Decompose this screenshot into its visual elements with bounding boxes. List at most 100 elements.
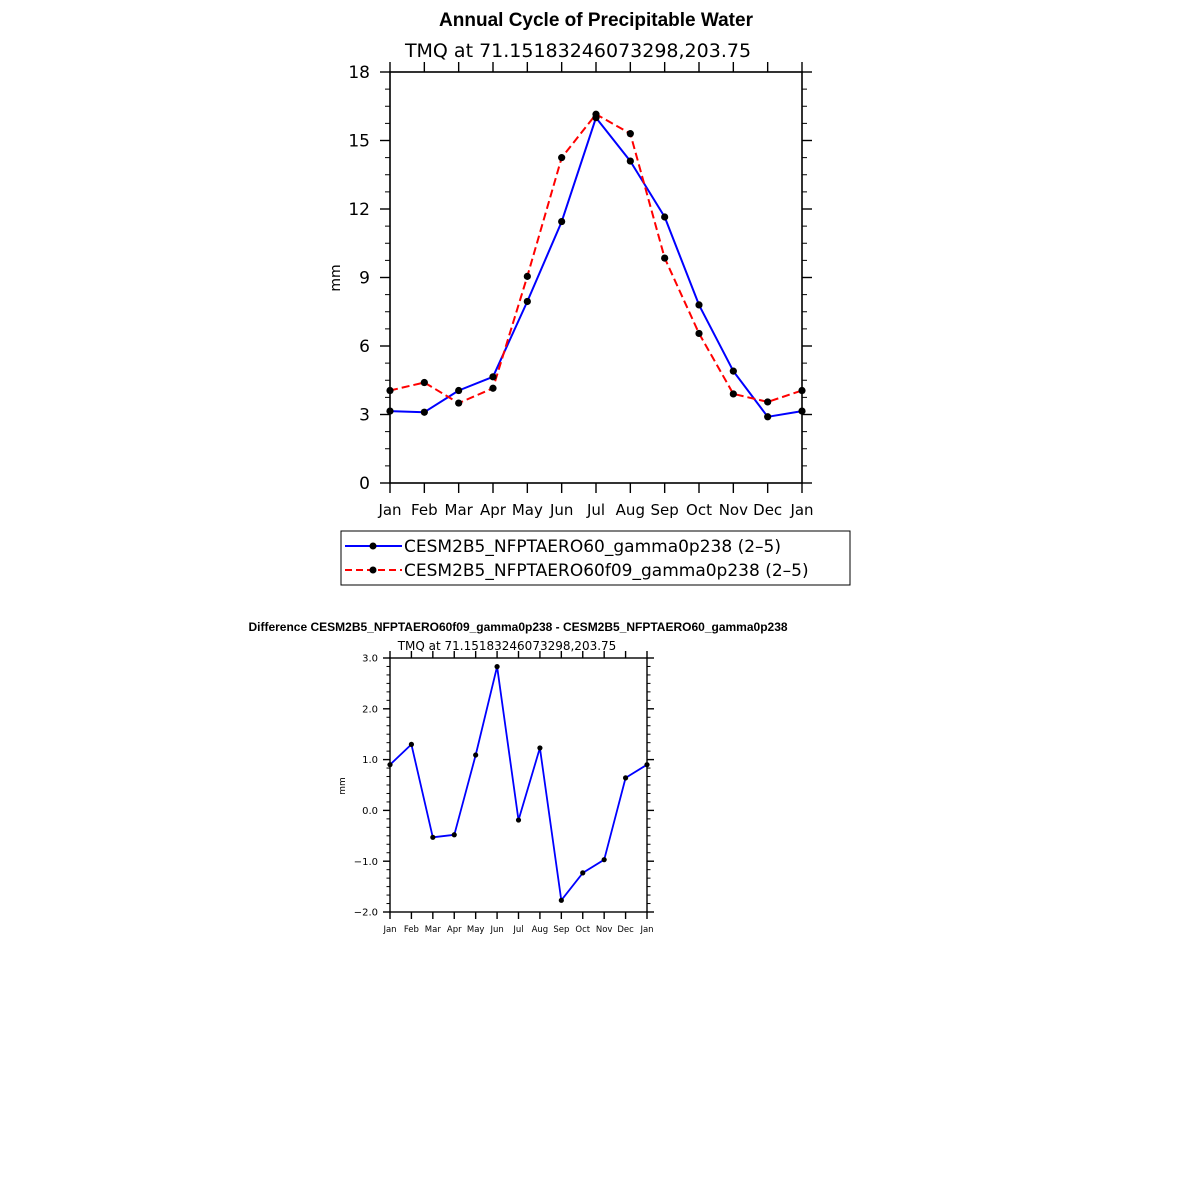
y-tick-label: 9 — [359, 269, 370, 289]
chart-title: Annual Cycle of Precipitable Water — [439, 10, 754, 31]
data-point-series-1 — [558, 217, 566, 226]
data-point-series-2 — [695, 329, 703, 338]
x-tick-label: Aug — [616, 501, 645, 519]
data-point-series-2 — [386, 386, 394, 395]
x-tick-label: Jul — [512, 925, 523, 935]
x-tick-label: Sep — [651, 501, 679, 519]
data-point-series-1 — [430, 834, 436, 840]
data-point-series-2 — [523, 272, 531, 280]
x-tick-labels: Jan Feb Mar Apr May Jun Jul Aug Sep Oct Nov Dec Jan — [377, 501, 813, 519]
x-tick-label: Aug — [532, 925, 549, 935]
x-tick-label: Nov — [596, 925, 613, 935]
data-point-series-1 — [729, 367, 737, 375]
y-tick-label: 0.0 — [362, 806, 378, 817]
y-tick-label: 12 — [348, 200, 370, 220]
legend-marker-series-2 — [369, 566, 377, 574]
x-tick-label: Mar — [445, 501, 474, 519]
x-tick-label: Feb — [411, 501, 438, 519]
legend: CESM2B5_NFPTAERO60_gamma0p238 (2–5) CESM… — [340, 530, 851, 586]
y-tick-label: 2.0 — [362, 704, 378, 715]
data-point-series-2 — [455, 399, 463, 407]
y-tick-labels: 0 3 6 9 12 15 18 — [348, 63, 370, 494]
y-axis-label: mm — [338, 777, 348, 795]
data-point-series-1 — [408, 741, 415, 747]
x-tick-label: Dec — [753, 501, 782, 519]
series-lines — [387, 664, 650, 903]
plot-frame — [389, 657, 648, 913]
data-point-series-2 — [558, 154, 566, 162]
x-tick-label: Jan — [789, 501, 813, 519]
data-point-series-1 — [626, 157, 634, 165]
x-tick-label: Apr — [447, 925, 462, 935]
data-point-series-1 — [451, 832, 457, 838]
data-point-series-1 — [455, 386, 463, 395]
data-point-series-2 — [798, 386, 806, 395]
data-point-series-2 — [764, 398, 772, 406]
series-line-1 — [389, 665, 648, 902]
data-point-series-1 — [558, 897, 564, 903]
x-tick-label: Apr — [480, 501, 507, 519]
plot-frame — [389, 71, 803, 484]
data-point-series-2 — [489, 384, 497, 392]
x-tick-label: Jun — [549, 501, 573, 519]
x-tick-label: Dec — [617, 925, 634, 935]
data-point-series-1 — [494, 664, 500, 670]
data-point-series-1 — [695, 301, 703, 309]
data-point-series-2 — [626, 130, 634, 138]
axis-ticks — [380, 62, 812, 493]
data-point-series-1 — [537, 745, 543, 751]
y-tick-label: 6 — [359, 337, 370, 357]
data-point-series-2 — [592, 110, 600, 118]
data-point-series-2 — [661, 254, 669, 262]
series-lines — [386, 110, 806, 421]
data-point-series-2 — [420, 378, 428, 387]
data-point-series-1 — [489, 373, 497, 381]
chart-subtitle: TMQ at 71.15183246073298,203.75 — [397, 639, 617, 653]
x-tick-label: Oct — [575, 925, 590, 935]
y-tick-label: −2.0 — [354, 908, 378, 919]
y-axis-label: mm — [328, 264, 344, 291]
y-tick-labels: −2.0 −1.0 0.0 1.0 2.0 3.0 — [354, 654, 378, 919]
legend-box — [340, 530, 851, 586]
x-tick-label: May — [512, 501, 543, 519]
annual-cycle-chart: Annual Cycle of Precipitable Water TMQ a… — [328, 10, 851, 586]
data-point-series-1 — [523, 297, 531, 306]
data-point-series-1 — [622, 775, 629, 781]
x-tick-label: May — [467, 925, 485, 935]
x-tick-label: Nov — [719, 501, 748, 519]
x-tick-labels: Jan Feb Mar Apr May Jun Jul Aug Sep Oct Nov Dec Jan — [382, 925, 653, 935]
x-tick-label: Jan — [382, 925, 396, 935]
x-tick-label: Oct — [686, 501, 712, 519]
legend-label-series-1: CESM2B5_NFPTAERO60_gamma0p238 (2–5) — [404, 537, 781, 557]
data-point-series-1 — [580, 870, 586, 876]
data-point-series-1 — [420, 408, 428, 416]
data-point-series-1 — [473, 752, 479, 758]
data-point-series-1 — [644, 762, 650, 768]
legend-label-series-2: CESM2B5_NFPTAERO60f09_gamma0p238 (2–5) — [404, 561, 809, 581]
y-tick-label: 15 — [348, 132, 370, 152]
chart-subtitle: TMQ at 71.15183246073298,203.75 — [404, 40, 751, 62]
y-tick-label: 1.0 — [362, 755, 378, 766]
difference-chart: Difference CESM2B5_NFPTAERO60f09_gamma0p… — [248, 620, 787, 935]
data-point-series-1 — [661, 213, 669, 221]
x-tick-label: Sep — [553, 925, 569, 935]
series-line-2 — [389, 113, 803, 405]
y-tick-label: 18 — [348, 63, 370, 83]
x-tick-label: Feb — [404, 925, 419, 935]
series-line-1 — [389, 116, 803, 418]
data-point-series-1 — [798, 407, 806, 415]
axis-ticks — [383, 651, 654, 919]
data-point-series-1 — [601, 857, 607, 863]
chart-title: Difference CESM2B5_NFPTAERO60f09_gamma0p… — [248, 620, 787, 634]
y-tick-label: −1.0 — [354, 857, 378, 868]
x-tick-label: Jul — [586, 501, 605, 519]
x-tick-label: Mar — [425, 925, 442, 935]
y-tick-label: 0 — [359, 474, 370, 494]
legend-marker-series-1 — [369, 542, 377, 550]
y-tick-label: 3.0 — [362, 654, 378, 665]
data-point-series-1 — [764, 413, 772, 421]
data-point-series-1 — [387, 762, 393, 768]
y-tick-label: 3 — [359, 406, 370, 426]
x-tick-label: Jun — [489, 925, 503, 935]
